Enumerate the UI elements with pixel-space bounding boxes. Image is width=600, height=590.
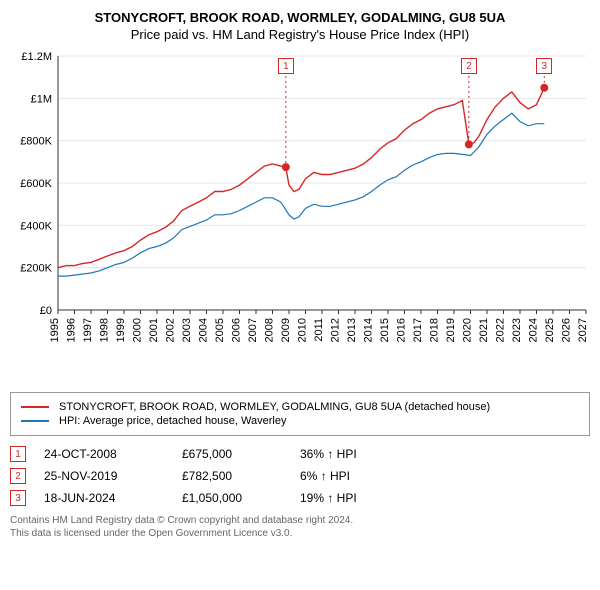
- svg-text:2002: 2002: [165, 318, 177, 342]
- sale-row: 1 24-OCT-2008 £675,000 36% ↑ HPI: [10, 446, 590, 462]
- svg-text:2021: 2021: [478, 318, 490, 342]
- chart-area: £0 £200K £400K £600K £800K £1M £1.2M 1995 1996 19…: [10, 50, 590, 380]
- chart-title: STONYCROFT, BROOK ROAD, WORMLEY, GODALMI…: [10, 10, 590, 25]
- svg-text:1999: 1999: [115, 318, 127, 342]
- footnote-line: Contains HM Land Registry data © Crown c…: [10, 514, 590, 527]
- sale-pct-vs-hpi: 36% ↑ HPI: [300, 447, 420, 461]
- svg-text:2003: 2003: [181, 318, 193, 342]
- sale-marker-callout: 3: [536, 58, 552, 74]
- sale-date: 25-NOV-2019: [44, 469, 164, 483]
- sale-price: £1,050,000: [182, 491, 282, 505]
- svg-text:2020: 2020: [462, 318, 474, 342]
- svg-text:2004: 2004: [198, 318, 210, 342]
- svg-text:£1M: £1M: [31, 93, 52, 105]
- chart-subtitle: Price paid vs. HM Land Registry's House …: [10, 27, 590, 42]
- svg-text:2006: 2006: [231, 318, 243, 342]
- svg-text:2026: 2026: [561, 318, 573, 342]
- svg-text:2005: 2005: [214, 318, 226, 342]
- sale-date: 24-OCT-2008: [44, 447, 164, 461]
- svg-text:£600K: £600K: [20, 178, 52, 190]
- legend-box: STONYCROFT, BROOK ROAD, WORMLEY, GODALMI…: [10, 392, 590, 436]
- svg-text:£200K: £200K: [20, 263, 52, 275]
- svg-text:1998: 1998: [99, 318, 111, 342]
- svg-text:2025: 2025: [544, 318, 556, 342]
- legend-label: STONYCROFT, BROOK ROAD, WORMLEY, GODALMI…: [59, 401, 490, 413]
- svg-text:2015: 2015: [379, 318, 391, 342]
- sale-marker-callout: 2: [461, 58, 477, 74]
- svg-text:2011: 2011: [313, 318, 325, 342]
- svg-text:1996: 1996: [66, 318, 78, 342]
- sales-table: 124-OCT-2008£675,00036% ↑ HPI225-NOV-201…: [10, 446, 590, 506]
- legend-row: STONYCROFT, BROOK ROAD, WORMLEY, GODALMI…: [21, 401, 579, 413]
- sale-marker-icon: 2: [10, 468, 26, 484]
- svg-text:2008: 2008: [264, 318, 276, 342]
- sale-row: 3 18-JUN-2024 £1,050,000 19% ↑ HPI: [10, 490, 590, 506]
- svg-text:2016: 2016: [396, 318, 408, 342]
- svg-text:2022: 2022: [495, 318, 507, 342]
- footnote: Contains HM Land Registry data © Crown c…: [10, 514, 590, 540]
- sale-row: 2 25-NOV-2019 £782,500 6% ↑ HPI: [10, 468, 590, 484]
- legend-swatch: [21, 406, 49, 408]
- legend-row: HPI: Average price, detached house, Wave…: [21, 415, 579, 427]
- svg-text:2014: 2014: [363, 318, 375, 342]
- svg-text:2001: 2001: [148, 318, 160, 342]
- sale-date: 18-JUN-2024: [44, 491, 164, 505]
- svg-text:£800K: £800K: [20, 136, 52, 148]
- sale-price: £782,500: [182, 469, 282, 483]
- svg-text:2023: 2023: [511, 318, 523, 342]
- svg-text:2018: 2018: [429, 318, 441, 342]
- svg-text:2024: 2024: [528, 318, 540, 342]
- line-chart-svg: £0 £200K £400K £600K £800K £1M £1.2M 1995 1996 19…: [10, 50, 590, 380]
- sale-pct-vs-hpi: 19% ↑ HPI: [300, 491, 420, 505]
- sale-marker-callout: 1: [278, 58, 294, 74]
- sale-marker-icon: 1: [10, 446, 26, 462]
- svg-text:£0: £0: [40, 305, 52, 317]
- svg-text:£400K: £400K: [20, 220, 52, 232]
- svg-text:2000: 2000: [132, 318, 144, 342]
- sale-marker-icon: 3: [10, 490, 26, 506]
- sale-pct-vs-hpi: 6% ↑ HPI: [300, 469, 420, 483]
- svg-text:1997: 1997: [82, 318, 94, 342]
- svg-text:2010: 2010: [297, 318, 309, 342]
- svg-text:2019: 2019: [445, 318, 457, 342]
- svg-text:2012: 2012: [330, 318, 342, 342]
- svg-text:2013: 2013: [346, 318, 358, 342]
- svg-text:£1.2M: £1.2M: [21, 51, 52, 63]
- svg-text:1995: 1995: [49, 318, 61, 342]
- footnote-line: This data is licensed under the Open Gov…: [10, 527, 590, 540]
- svg-text:2007: 2007: [247, 318, 259, 342]
- svg-text:2009: 2009: [280, 318, 292, 342]
- legend-swatch: [21, 420, 49, 422]
- sale-price: £675,000: [182, 447, 282, 461]
- svg-text:2027: 2027: [577, 318, 589, 342]
- svg-text:2017: 2017: [412, 318, 424, 342]
- legend-label: HPI: Average price, detached house, Wave…: [59, 415, 286, 427]
